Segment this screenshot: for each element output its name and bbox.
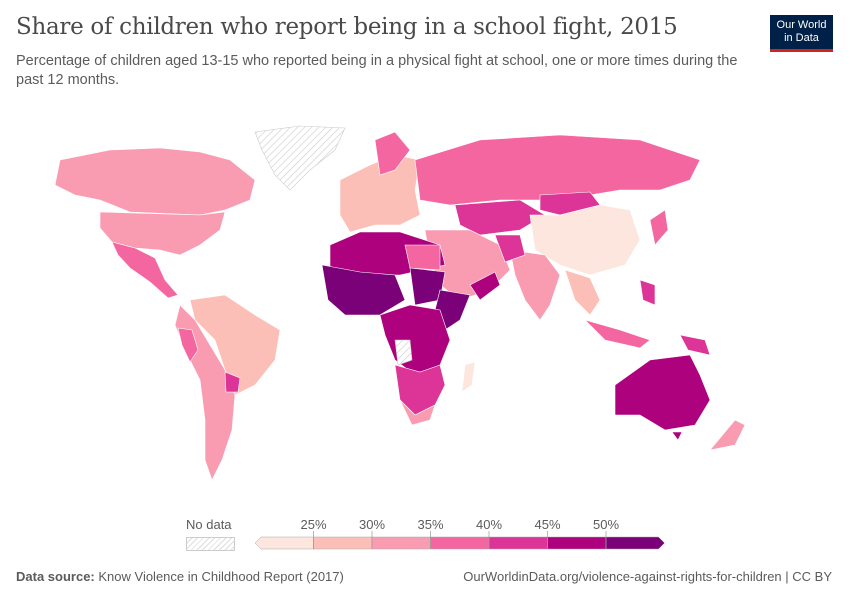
logo-line2: in Data (784, 32, 819, 44)
footer-url[interactable]: OurWorldinData.org/violence-against-righ… (463, 569, 832, 584)
region-paraguay[interactable] (224, 371, 241, 393)
region-peru[interactable] (177, 327, 199, 363)
region-greenland[interactable] (254, 125, 346, 191)
legend-bin[interactable] (488, 536, 548, 550)
region-brazil[interactable] (189, 294, 281, 396)
region-philippines[interactable] (639, 279, 656, 306)
legend-tick-label: 45% (534, 517, 561, 532)
legend-tick-label: 40% (475, 517, 503, 532)
source-text[interactable]: Know Violence in Childhood Report (2017) (98, 569, 344, 584)
legend-bin[interactable] (430, 536, 490, 550)
region-drc-gap[interactable] (394, 339, 413, 366)
region-west-africa[interactable] (321, 264, 406, 316)
region-southeast-asia[interactable] (564, 269, 601, 316)
data-source: Data source: Know Violence in Childhood … (16, 569, 344, 584)
region-southern-africa[interactable] (394, 364, 446, 416)
legend-tick-label: 35% (417, 517, 444, 532)
world-map (54, 125, 746, 481)
legend-tick-label: 25% (300, 517, 327, 532)
color-legend (254, 531, 665, 550)
region-mexico[interactable] (111, 241, 179, 299)
region-japan[interactable] (649, 209, 669, 246)
region-new-zealand[interactable] (709, 419, 746, 451)
region-russia[interactable] (414, 134, 701, 206)
region-east-africa[interactable] (434, 289, 471, 331)
legend-tick-label: 30% (358, 517, 386, 532)
legend-bin[interactable] (371, 536, 431, 550)
region-indonesia[interactable] (583, 319, 651, 349)
legend-bin[interactable] (313, 536, 373, 550)
region-tasmania[interactable] (671, 431, 683, 441)
region-egypt[interactable] (404, 244, 441, 271)
region-india[interactable] (509, 249, 561, 321)
region-oman-yemen[interactable] (469, 271, 501, 301)
region-usa[interactable] (99, 211, 226, 256)
legend-tick-label: 50% (592, 517, 620, 532)
legend-bin[interactable] (254, 536, 314, 550)
chart-subtitle: Percentage of children aged 13-15 who re… (16, 53, 738, 88)
region-madagascar[interactable] (461, 361, 476, 393)
region-canada[interactable] (54, 147, 256, 216)
region-australia[interactable] (614, 354, 711, 431)
region-china[interactable] (529, 204, 641, 276)
source-label: Data source: (16, 569, 95, 584)
legend-bin[interactable] (605, 536, 665, 550)
region-afghanistan[interactable] (494, 234, 526, 263)
region-scandinavia[interactable] (374, 131, 411, 176)
region-central-asia[interactable] (454, 199, 546, 236)
no-data-swatch (186, 537, 235, 551)
legend-bin[interactable] (547, 536, 607, 550)
region-central-africa[interactable] (379, 304, 451, 376)
region-png[interactable] (679, 334, 711, 356)
region-south-africa[interactable] (399, 399, 436, 426)
logo-line1: Our World (776, 19, 827, 31)
chart-title: Share of children who report being in a … (16, 14, 678, 40)
no-data-label: No data (186, 517, 232, 532)
owid-logo[interactable]: Our World in Data (770, 15, 833, 52)
